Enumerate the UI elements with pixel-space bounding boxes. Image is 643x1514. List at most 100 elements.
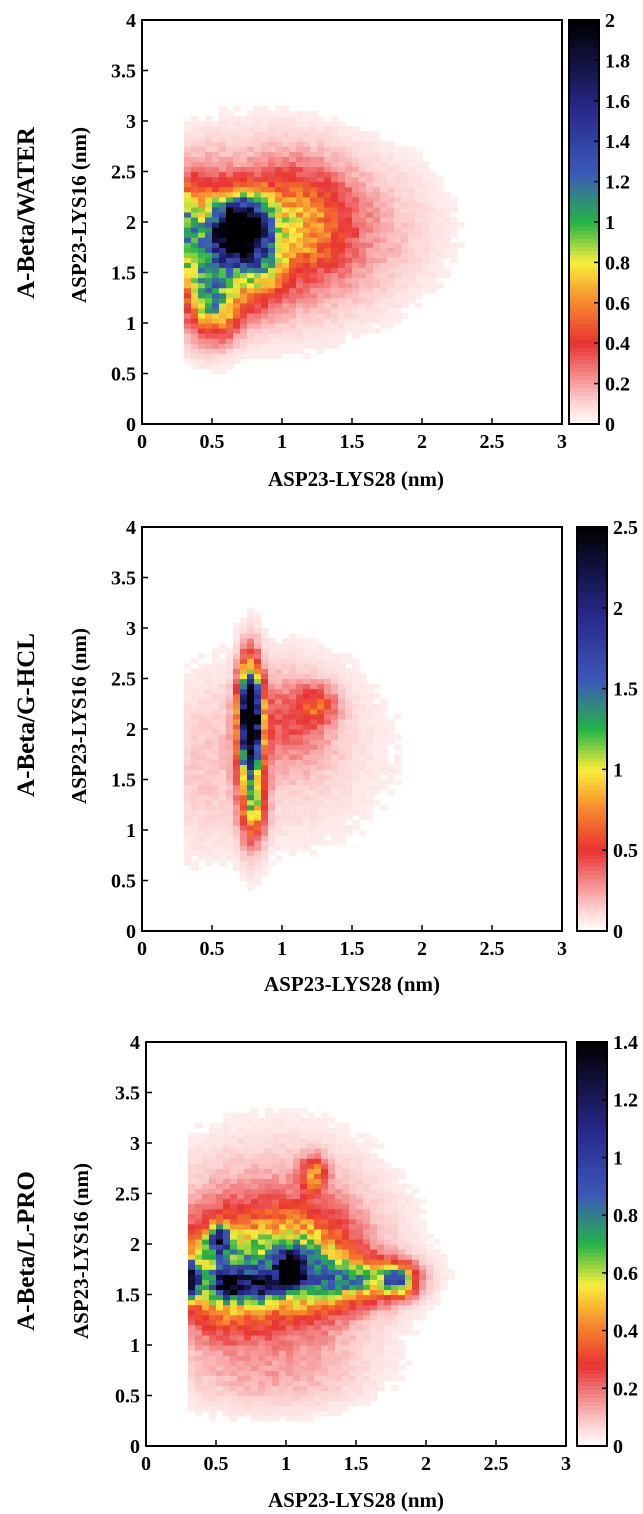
heatmap-cell: [384, 1238, 392, 1245]
heatmap-cell: [380, 156, 388, 162]
heatmap-cell: [408, 206, 416, 213]
heatmap-cell: [198, 653, 206, 659]
y-axis-label: ASP23-LYS16 (nm): [67, 127, 91, 303]
colorbar-swatch: [577, 862, 607, 867]
heatmap-cell: [300, 1375, 308, 1381]
heatmap-cell: [303, 237, 311, 243]
heatmap-cell: [205, 328, 213, 334]
heatmap-cell: [230, 1244, 238, 1250]
heatmap-cell: [275, 333, 283, 339]
heatmap-cell: [198, 708, 206, 715]
heatmap-cell: [240, 799, 248, 806]
heatmap-cell: [380, 237, 388, 243]
heatmap-cell: [359, 272, 367, 279]
heatmap-cell: [219, 668, 227, 675]
heatmap-cell: [321, 1350, 329, 1356]
colorbar-swatch: [569, 327, 599, 332]
heatmap-cell: [387, 774, 395, 781]
heatmap-cell: [359, 222, 367, 228]
heatmap-cell: [268, 698, 276, 705]
heatmap-cell: [293, 1107, 301, 1114]
y-tick-label: 2.5: [111, 162, 136, 184]
heatmap-cell: [233, 317, 241, 324]
heatmap-cell: [401, 242, 409, 248]
heatmap-cell: [303, 297, 311, 304]
heatmap-cell: [352, 819, 360, 826]
heatmap-cell: [370, 1218, 378, 1225]
heatmap-cell: [321, 1158, 329, 1164]
heatmap-cell: [261, 282, 269, 289]
colorbar-swatch: [569, 177, 599, 183]
heatmap-cell: [251, 1244, 259, 1250]
heatmap-cell: [202, 1355, 210, 1361]
heatmap-cell: [265, 1193, 273, 1200]
heatmap-cell: [300, 1380, 308, 1386]
colorbar-swatch: [569, 149, 599, 154]
heatmap-cell: [359, 688, 367, 695]
heatmap-cell: [261, 237, 269, 243]
heatmap-cell: [373, 734, 381, 740]
heatmap-cell: [310, 297, 318, 304]
heatmap-cell: [184, 855, 192, 861]
heatmap-cell: [233, 176, 241, 183]
panel-3: A-Beta/L-PRO ASP23-LYS16 (nm) 0 0.5 1 1.5 2 2…: [13, 1032, 638, 1512]
heatmap-cell: [419, 1299, 427, 1306]
heatmap-cell: [254, 855, 262, 861]
heatmap-cell: [188, 1324, 196, 1331]
heatmap-cell: [244, 1324, 252, 1331]
heatmap-cell: [335, 1410, 343, 1417]
heatmap-cell: [300, 1355, 308, 1361]
heatmap-cell: [282, 232, 290, 238]
heatmap-cell: [352, 718, 360, 725]
heatmap-cell: [394, 211, 402, 218]
heatmap-cell: [387, 191, 395, 198]
heatmap-cell: [237, 1254, 245, 1260]
heatmap-cell: [429, 222, 437, 228]
heatmap-cell: [205, 353, 213, 359]
heatmap-cell: [373, 297, 381, 304]
heatmap-cell: [300, 1304, 308, 1311]
colorbar-swatch: [577, 773, 607, 779]
heatmap-cell: [226, 799, 234, 806]
heatmap-cell: [184, 698, 192, 705]
heatmap-cell: [314, 1122, 322, 1129]
heatmap-cell: [303, 312, 311, 319]
heatmap-cell: [338, 161, 346, 168]
heatmap-cell: [352, 784, 360, 791]
heatmap-cell: [202, 1309, 210, 1316]
heatmap-cell: [331, 151, 339, 157]
heatmap-cell: [209, 1294, 217, 1301]
heatmap-cell: [226, 850, 234, 856]
heatmap-cell: [366, 176, 374, 183]
heatmap-cell: [230, 1380, 238, 1386]
heatmap-cell: [328, 1334, 336, 1341]
heatmap-cell: [300, 1158, 308, 1164]
heatmap-cell: [310, 784, 318, 791]
heatmap-cell: [370, 1238, 378, 1245]
heatmap-cell: [279, 1183, 287, 1190]
heatmap-cell: [184, 292, 192, 299]
heatmap-cell: [377, 1249, 385, 1255]
heatmap-cell: [205, 201, 213, 208]
heatmap-cell: [251, 1198, 259, 1205]
heatmap-cell: [202, 1203, 210, 1210]
heatmap-cell: [237, 1324, 245, 1331]
heatmap-cell: [366, 151, 374, 157]
heatmap-cell: [237, 1193, 245, 1200]
heatmap-cell: [342, 1213, 350, 1220]
heatmap-cell: [251, 1168, 259, 1174]
heatmap-cell: [331, 292, 339, 299]
heatmap-cell: [282, 348, 290, 354]
heatmap-cell: [198, 744, 206, 750]
heatmap-cell: [335, 1370, 343, 1376]
heatmap-cell: [212, 343, 220, 349]
heatmap-cell: [310, 769, 318, 776]
heatmap-cell: [296, 216, 304, 223]
heatmap-cell: [363, 1143, 371, 1149]
heatmap-cell: [286, 1158, 294, 1164]
heatmap-cell: [317, 227, 325, 233]
heatmap-cell: [345, 156, 353, 162]
heatmap-cell: [191, 126, 199, 132]
heatmap-cell: [289, 794, 297, 801]
colorbar-swatch: [577, 753, 607, 758]
